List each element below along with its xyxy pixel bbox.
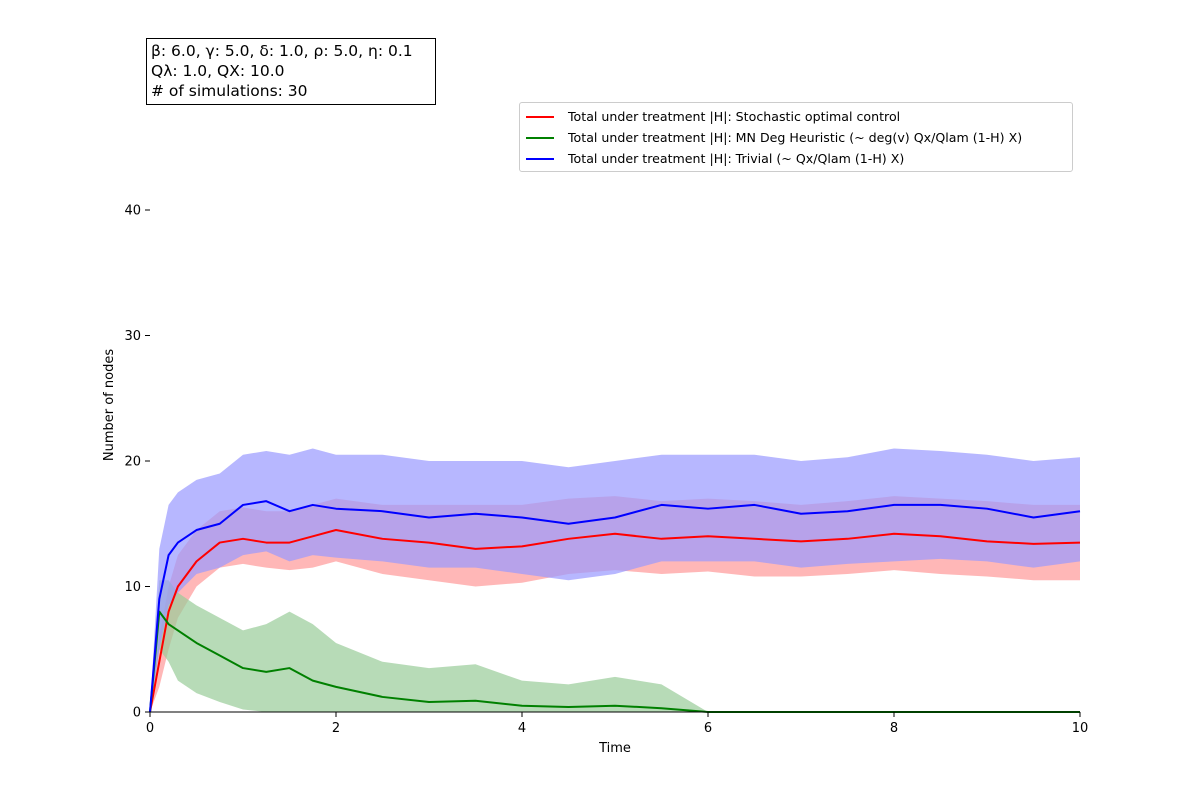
- legend: Total under treatment |H|: Stochastic op…: [519, 102, 1073, 172]
- legend-swatch-blue: [526, 157, 554, 160]
- params-line-1: β: 6.0, γ: 5.0, δ: 1.0, ρ: 5.0, η: 0.1: [151, 42, 413, 60]
- axes: 0 2 4 6 8 10 0 10 20 30 40: [124, 204, 1088, 737]
- confidence-bands: [150, 448, 1080, 712]
- x-tick-label: 2: [332, 721, 340, 736]
- x-tick-label: 4: [518, 721, 526, 736]
- parameters-box: β: 6.0, γ: 5.0, δ: 1.0, ρ: 5.0, η: 0.1 Q…: [146, 38, 436, 105]
- x-tick-label: 10: [1072, 721, 1089, 736]
- params-line-3: # of simulations: 30: [151, 82, 308, 100]
- legend-label-heuristic: Total under treatment |H|: MN Deg Heuris…: [568, 130, 1023, 145]
- x-axis-label: Time: [598, 741, 631, 756]
- legend-swatch-red: [526, 115, 554, 118]
- legend-entry-trivial: Total under treatment |H|: Trivial (~ Qx…: [526, 148, 1066, 169]
- legend-entry-optimal: Total under treatment |H|: Stochastic op…: [526, 106, 1066, 127]
- y-tick-label: 20: [124, 455, 141, 470]
- y-tick-label: 10: [124, 580, 141, 595]
- x-tick-label: 6: [704, 721, 712, 736]
- line-series-0: [149, 529, 1081, 713]
- x-tick-label: 0: [146, 721, 154, 736]
- params-line-2: Qλ: 1.0, QX: 10.0: [151, 62, 285, 80]
- legend-label-optimal: Total under treatment |H|: Stochastic op…: [568, 109, 901, 124]
- band-series-2: [150, 448, 1080, 712]
- legend-entry-heuristic: Total under treatment |H|: MN Deg Heuris…: [526, 127, 1066, 148]
- legend-label-trivial: Total under treatment |H|: Trivial (~ Qx…: [568, 151, 905, 166]
- y-axis-label: Number of nodes: [102, 349, 117, 461]
- legend-swatch-green: [526, 136, 554, 139]
- y-tick-label: 40: [124, 204, 141, 219]
- y-tick-label: 0: [133, 706, 141, 721]
- line-series-2: [149, 500, 1081, 713]
- y-tick-label: 30: [124, 329, 141, 344]
- x-tick-label: 8: [890, 721, 898, 736]
- band-series-1: [150, 580, 1080, 712]
